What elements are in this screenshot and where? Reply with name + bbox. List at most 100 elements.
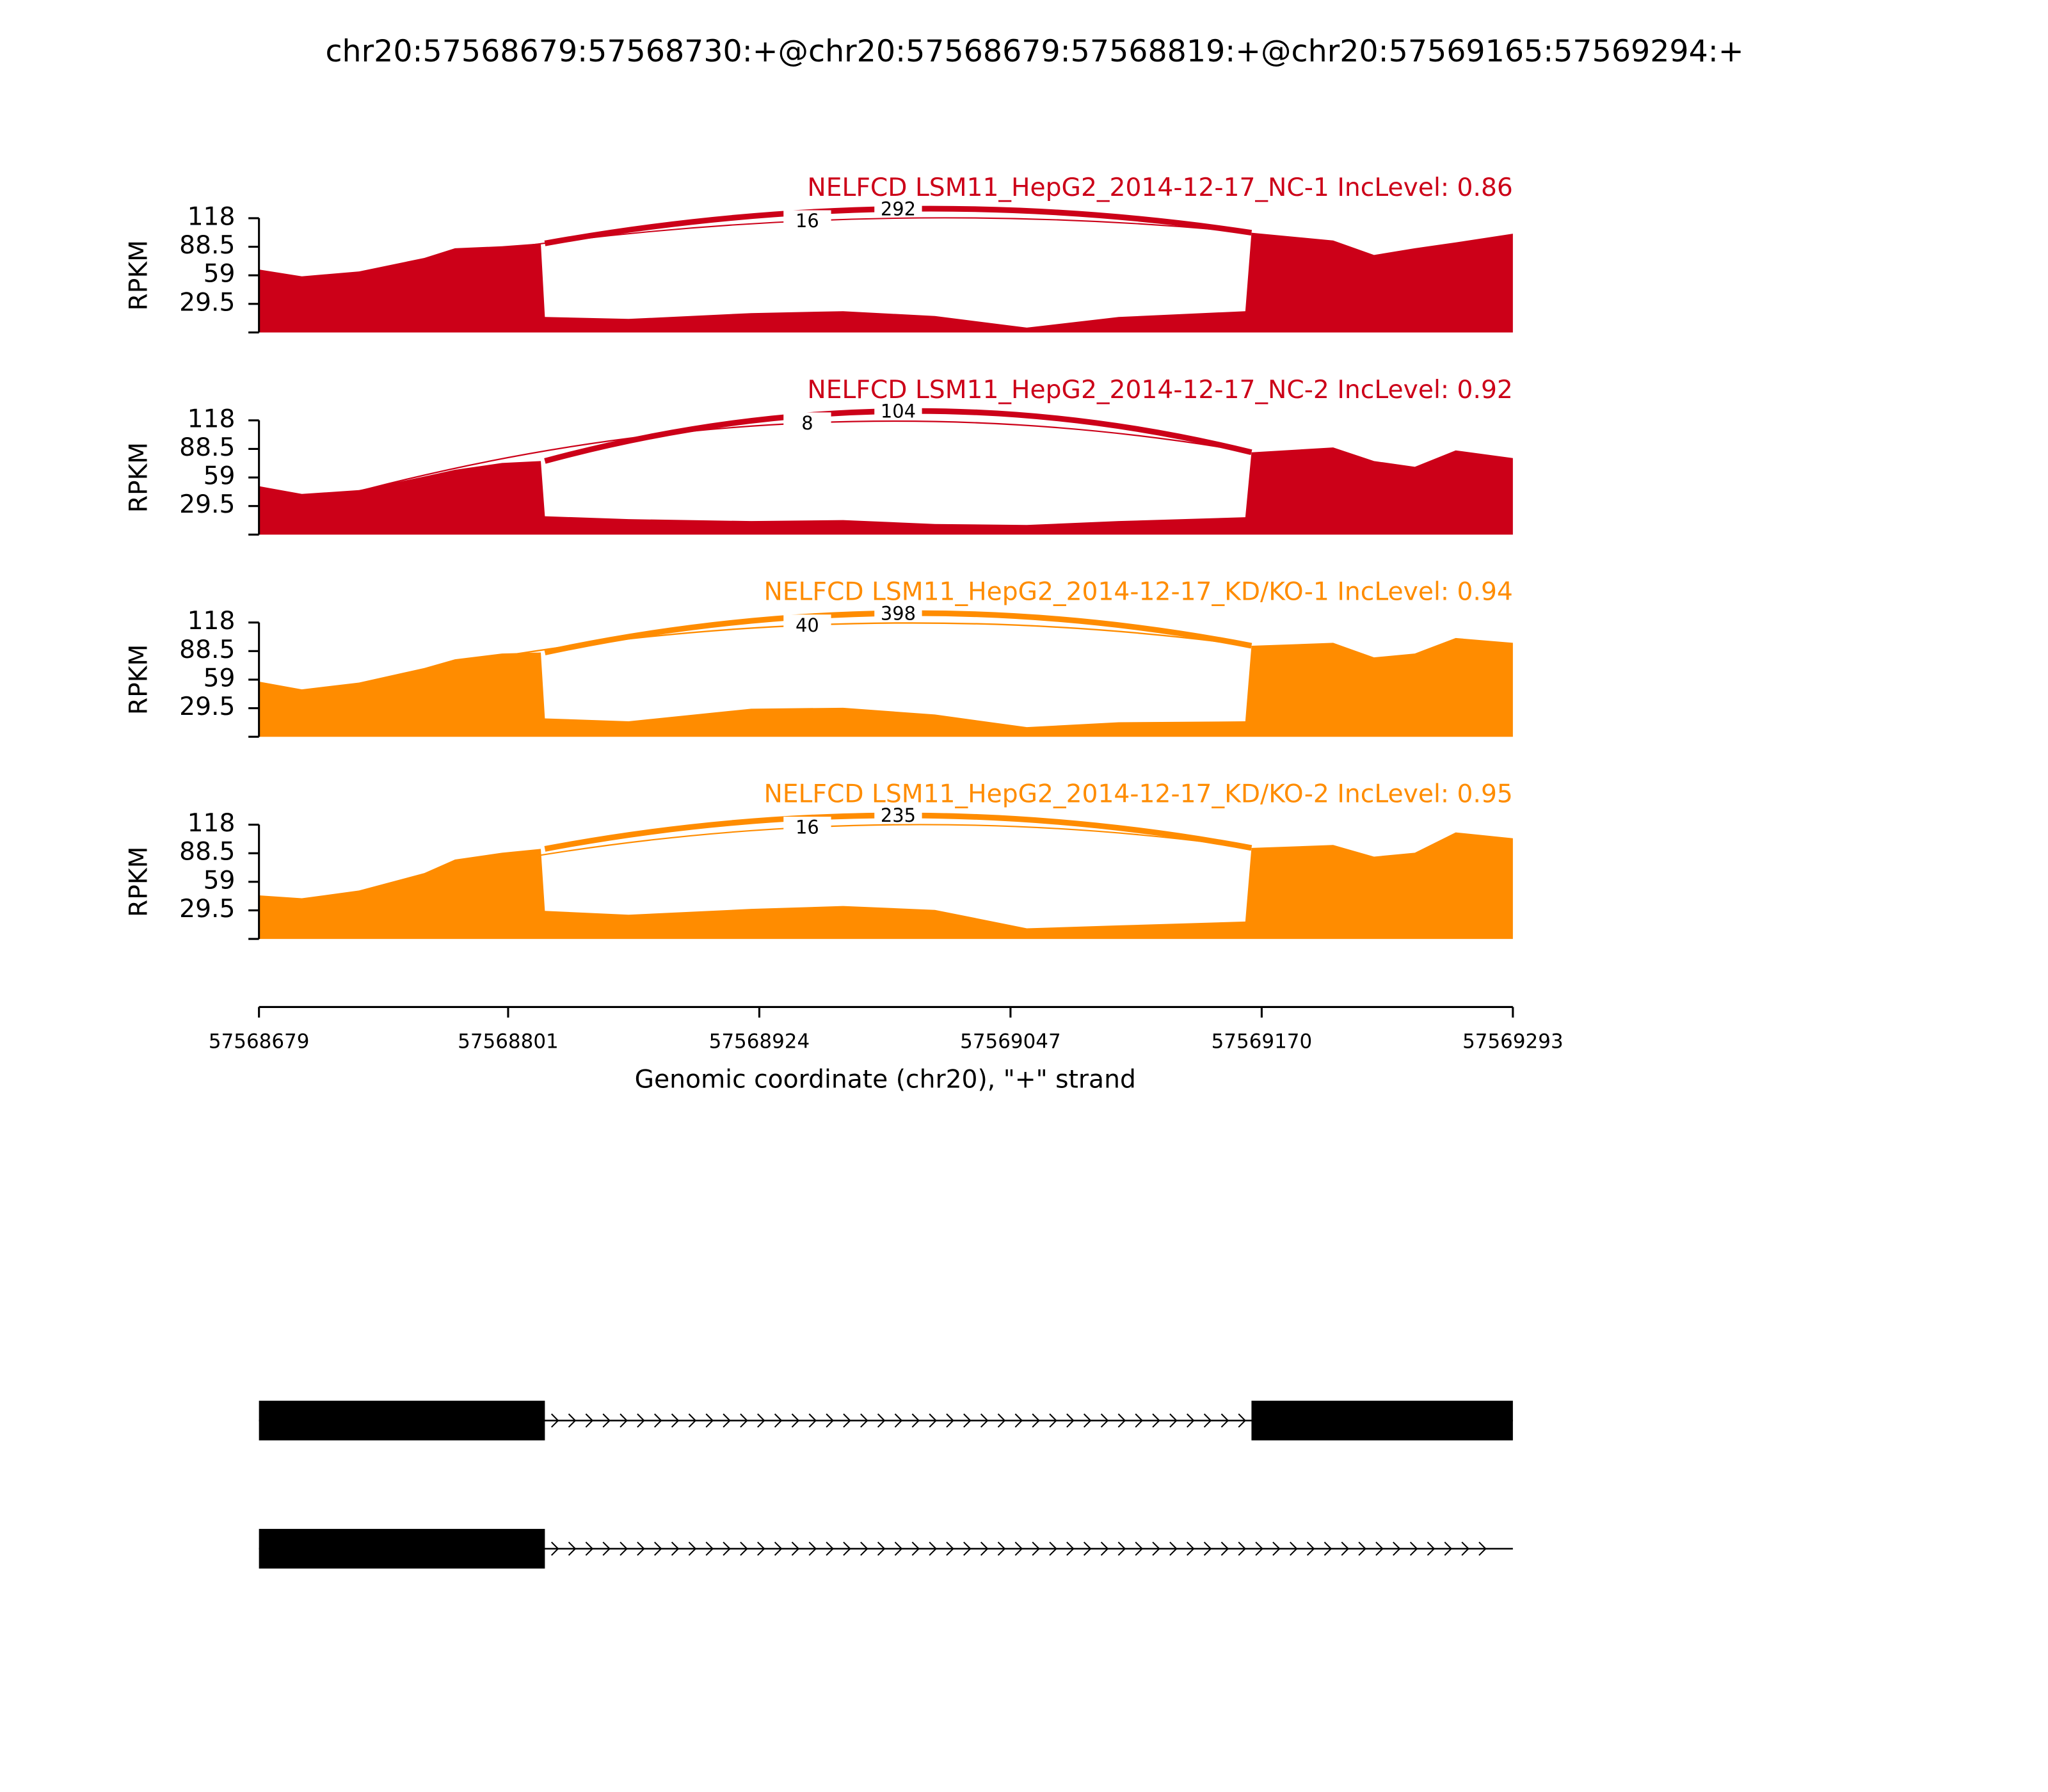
strand-chevron (1238, 1413, 1247, 1428)
strand-chevron (774, 1541, 783, 1556)
strand-chevron (1186, 1413, 1195, 1428)
strand-chevron (1049, 1413, 1057, 1428)
y-axis-label: RPKM (124, 847, 153, 917)
strand-chevron (568, 1413, 577, 1428)
strand-chevron (705, 1541, 714, 1556)
x-tick-label: 57568679 (209, 1030, 310, 1053)
x-tick-label: 57568801 (458, 1030, 559, 1053)
junction-label-box (874, 804, 922, 826)
y-tick-label: 59 (204, 260, 236, 289)
junction-label-box (874, 602, 922, 624)
strand-chevron (1444, 1541, 1453, 1556)
strand-chevron (1049, 1541, 1057, 1556)
strand-chevron (860, 1413, 868, 1428)
strand-chevron (602, 1413, 611, 1428)
strand-chevron (877, 1541, 886, 1556)
strand-chevron (963, 1413, 972, 1428)
junction-label: 16 (796, 817, 819, 838)
strand-chevron (653, 1413, 662, 1428)
y-tick-label: 118 (188, 404, 236, 433)
strand-chevron (1306, 1541, 1315, 1556)
strand-chevron (997, 1541, 1006, 1556)
junction-label-box (783, 412, 831, 434)
strand-chevron (791, 1541, 800, 1556)
strand-chevron (1066, 1413, 1075, 1428)
y-tick-label: 88.5 (179, 838, 235, 867)
strand-chevron (1152, 1541, 1160, 1556)
strand-chevron (620, 1541, 628, 1556)
strand-chevron (946, 1413, 954, 1428)
y-tick-label: 59 (204, 664, 236, 692)
junction-label: 235 (881, 804, 916, 826)
strand-chevron (550, 1541, 559, 1556)
strand-chevron (808, 1413, 817, 1428)
y-tick-label: 118 (188, 809, 236, 838)
strand-chevron (637, 1413, 645, 1428)
strand-chevron (1014, 1413, 1023, 1428)
strand-chevron (1135, 1413, 1143, 1428)
junction-label: 292 (881, 198, 916, 220)
panel-title: NELFCD LSM11_HepG2_2014-12-17_KD/KO-1 In… (764, 578, 1512, 607)
x-tick-label: 57569047 (960, 1030, 1061, 1053)
strand-chevron (671, 1541, 680, 1556)
strand-chevron (1169, 1413, 1178, 1428)
y-axis-label: RPKM (124, 644, 153, 715)
strand-chevron (671, 1413, 680, 1428)
strand-chevron (688, 1413, 697, 1428)
strand-chevron (894, 1541, 903, 1556)
strand-chevron (1014, 1541, 1023, 1556)
strand-chevron (946, 1541, 954, 1556)
panel-title: NELFCD LSM11_HepG2_2014-12-17_KD/KO-2 In… (764, 780, 1512, 809)
junction-label-box (783, 210, 831, 232)
y-tick-label: 29.5 (179, 895, 235, 924)
strand-chevron (1238, 1541, 1247, 1556)
y-tick-label: 29.5 (179, 288, 235, 317)
strand-chevron (1272, 1541, 1281, 1556)
coverage-area (259, 232, 1513, 333)
coverage-area (259, 832, 1513, 940)
strand-chevron (1083, 1541, 1092, 1556)
junction-label: 16 (796, 210, 819, 232)
exon (1251, 1400, 1513, 1441)
strand-chevron (963, 1541, 972, 1556)
strand-chevron (843, 1413, 851, 1428)
strand-chevron (1409, 1541, 1418, 1556)
y-tick-label: 59 (204, 462, 236, 491)
strand-chevron (1324, 1541, 1332, 1556)
strand-chevron (1461, 1541, 1469, 1556)
strand-chevron (791, 1413, 800, 1428)
strand-chevron (1135, 1541, 1143, 1556)
strand-chevron (1203, 1413, 1212, 1428)
junction-label: 40 (796, 614, 819, 636)
strand-chevron (997, 1413, 1006, 1428)
strand-chevron (1393, 1541, 1401, 1556)
chart-title: chr20:57568679:57568730:+@chr20:57568679… (325, 34, 1743, 69)
strand-chevron (877, 1413, 886, 1428)
strand-chevron (1255, 1541, 1263, 1556)
strand-chevron (1100, 1541, 1109, 1556)
strand-chevron (774, 1413, 783, 1428)
x-tick-label: 57569293 (1462, 1030, 1564, 1053)
junction-label-box (874, 198, 922, 220)
strand-chevron (1032, 1413, 1040, 1428)
y-tick-label: 118 (188, 202, 236, 231)
strand-chevron (929, 1541, 937, 1556)
x-tick-label: 57569170 (1212, 1030, 1313, 1053)
y-tick-label: 29.5 (179, 490, 235, 519)
y-axis-label: RPKM (124, 442, 153, 513)
strand-chevron (705, 1413, 714, 1428)
y-tick-label: 88.5 (179, 433, 235, 462)
strand-chevron (1290, 1541, 1298, 1556)
y-tick-label: 88.5 (179, 231, 235, 260)
strand-chevron (723, 1413, 731, 1428)
strand-chevron (929, 1413, 937, 1428)
strand-chevron (568, 1541, 577, 1556)
strand-chevron (585, 1541, 594, 1556)
strand-chevron (637, 1541, 645, 1556)
strand-chevron (1152, 1413, 1160, 1428)
x-axis-label: Genomic coordinate (chr20), "+" strand (635, 1066, 1136, 1094)
strand-chevron (1083, 1413, 1092, 1428)
strand-chevron (1117, 1413, 1126, 1428)
y-tick-label: 29.5 (179, 692, 235, 721)
